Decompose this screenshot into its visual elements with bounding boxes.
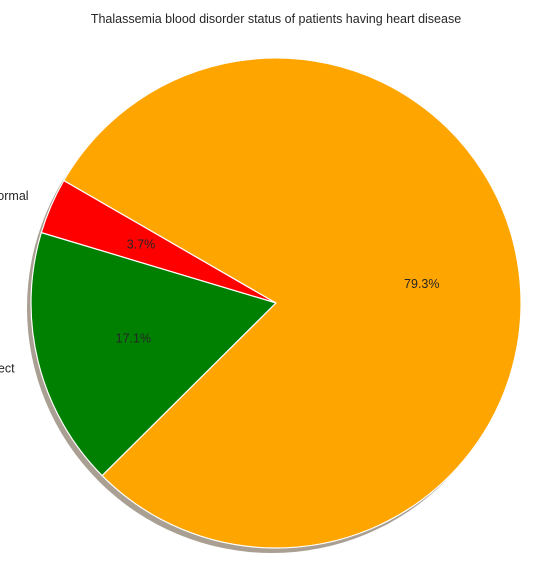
slice-label-normal: Normal <box>0 189 29 203</box>
slice-percent-fixed-defect: 79.3% <box>404 277 439 291</box>
slice-label-reversible-defect: Reversible defect <box>0 361 15 375</box>
slice-percent-normal: 3.7% <box>127 238 156 252</box>
chart-title: Thalassemia blood disorder status of pat… <box>91 12 461 26</box>
pie-labels: Normal3.7%Reversible defect17.1%Fixed de… <box>0 189 440 375</box>
slice-percent-reversible-defect: 17.1% <box>116 332 151 346</box>
pie-slice-reversible-defect <box>30 231 278 477</box>
pie-slices <box>30 57 522 549</box>
pie-slice-fixed-defect <box>63 57 522 549</box>
